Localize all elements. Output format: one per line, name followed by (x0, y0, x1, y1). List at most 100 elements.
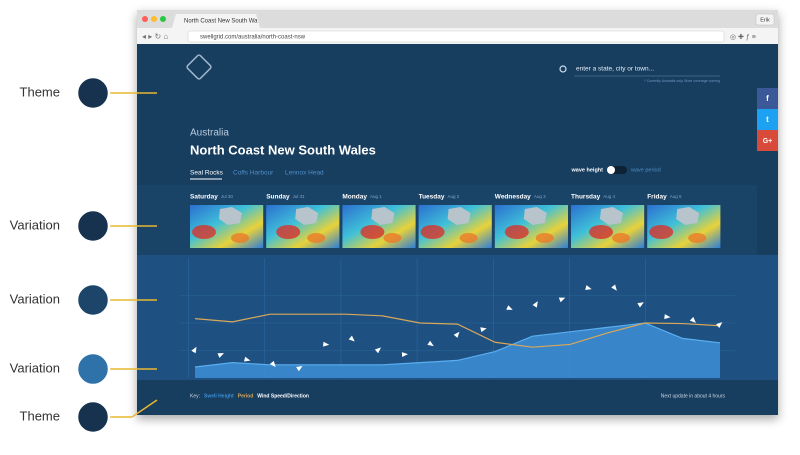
land-shape (676, 207, 700, 225)
day-name: Thursday (571, 194, 601, 201)
heat-blob (649, 225, 674, 239)
day-date: Jul 30 (221, 194, 234, 199)
search-placeholder[interactable]: enter a state, city or town... (576, 66, 654, 73)
tab-item[interactable]: Coffs Harbour (233, 170, 274, 177)
callout-label: Variation (10, 217, 60, 232)
google-label: G+ (763, 138, 773, 145)
land-shape (523, 207, 547, 225)
wind-arrow (217, 353, 225, 358)
callout-line (131, 399, 158, 418)
wind-arrow (506, 305, 513, 310)
min-dot[interactable] (151, 16, 157, 22)
key-label: Key: (190, 393, 200, 399)
wind-arrow (427, 340, 434, 347)
nav-buttons[interactable]: ◂ ▸ ↻ ⌂ (142, 32, 168, 41)
tab-item[interactable]: Seal Rocks (190, 170, 224, 177)
heat-blob (276, 225, 301, 239)
url: swellgrid.com/australia/north-coast-nsw (200, 35, 306, 41)
heat-blob (535, 233, 554, 243)
heat-blob (383, 233, 402, 243)
facebook-label: f (766, 94, 769, 103)
wind-arrow (664, 314, 671, 320)
swell-area (195, 323, 720, 378)
wind-arrow (558, 297, 566, 303)
heat-blob (612, 233, 630, 243)
wind-arrow (716, 322, 723, 328)
callout-label: Variation (10, 291, 60, 306)
footer (137, 380, 778, 415)
heat-blob (231, 233, 249, 243)
tab[interactable] (172, 14, 260, 28)
user-badge[interactable] (755, 13, 775, 26)
address-bar[interactable] (187, 30, 725, 43)
wind-arrow (453, 331, 460, 338)
swell-line (194, 322, 721, 368)
toggle-knob[interactable] (607, 166, 615, 174)
wind-arrow (689, 316, 696, 323)
wind-arrow (296, 365, 303, 372)
callout-dot (75, 75, 111, 111)
wind-arrow (191, 346, 197, 354)
day-name: Saturday (190, 194, 218, 201)
callout-dot (75, 399, 111, 435)
day-name: Wednesday (495, 194, 531, 201)
twitter-button[interactable] (757, 109, 778, 130)
region: Australia (190, 128, 229, 139)
heat-blob (459, 233, 478, 243)
toolbar-icons[interactable]: ◎ ✚ ƒ ≡ (730, 33, 756, 41)
land-shape (295, 207, 319, 225)
heat-blob (192, 225, 216, 239)
legend-entry: Period (238, 393, 254, 399)
wind-arrow (585, 285, 592, 290)
day-name: Sunday (266, 194, 290, 201)
wind-arrow (374, 347, 382, 354)
legend-entry: Wind Speed/Direction (257, 393, 309, 399)
land-shape (600, 207, 623, 225)
wind-arrow (637, 302, 644, 308)
tab-title: North Coast New South Wa (184, 19, 258, 25)
day-date: Aug 5 (670, 194, 682, 199)
callout-label: Variation (10, 360, 60, 375)
callout-label: Theme (20, 84, 60, 99)
wind-arrow (243, 356, 251, 362)
heat-blob (360, 225, 385, 239)
wind-arrow (480, 327, 487, 333)
facebook-button[interactable] (757, 88, 778, 109)
heat-blob (589, 225, 613, 239)
callout-dot (75, 351, 111, 387)
search-icon[interactable] (559, 65, 567, 73)
heat-blob (420, 225, 445, 239)
max-dot[interactable] (160, 16, 166, 22)
search-hint: * Currently Australia only. More coverag… (644, 79, 720, 83)
callout-label: Theme (20, 408, 60, 423)
heat-blob (504, 225, 529, 239)
day-date: Jul 31 (293, 194, 306, 199)
twitter-label: t (766, 115, 769, 124)
day-name: Monday (342, 194, 367, 201)
update-note: Next update in about 4 hours (661, 393, 726, 399)
day-name: Tuesday (419, 194, 445, 201)
day-date: Aug 4 (603, 194, 615, 199)
land-shape (447, 207, 471, 225)
toggle-left: wave height (571, 167, 604, 173)
day-date: Aug 2 (447, 194, 459, 199)
close-dot[interactable] (142, 16, 148, 22)
callout-dot (75, 282, 111, 318)
logo[interactable] (186, 54, 212, 80)
tab-item[interactable]: Lennox Head (285, 170, 324, 177)
day-date: Aug 3 (534, 194, 546, 199)
wind-arrow (269, 360, 276, 368)
tab-bar (137, 10, 778, 28)
day-name: Friday (647, 194, 667, 201)
wind-arrow (323, 341, 330, 347)
google-button[interactable] (757, 130, 778, 151)
day-date: Aug 1 (370, 194, 382, 199)
callout-dot (75, 208, 111, 244)
legend-entry: Swell Height (204, 393, 234, 399)
wind-arrow (611, 284, 617, 291)
toggle-right: wave period (630, 167, 661, 173)
land-shape (371, 207, 395, 225)
wind-arrow (401, 352, 408, 358)
page-title: North Coast New South Wales (190, 142, 376, 157)
